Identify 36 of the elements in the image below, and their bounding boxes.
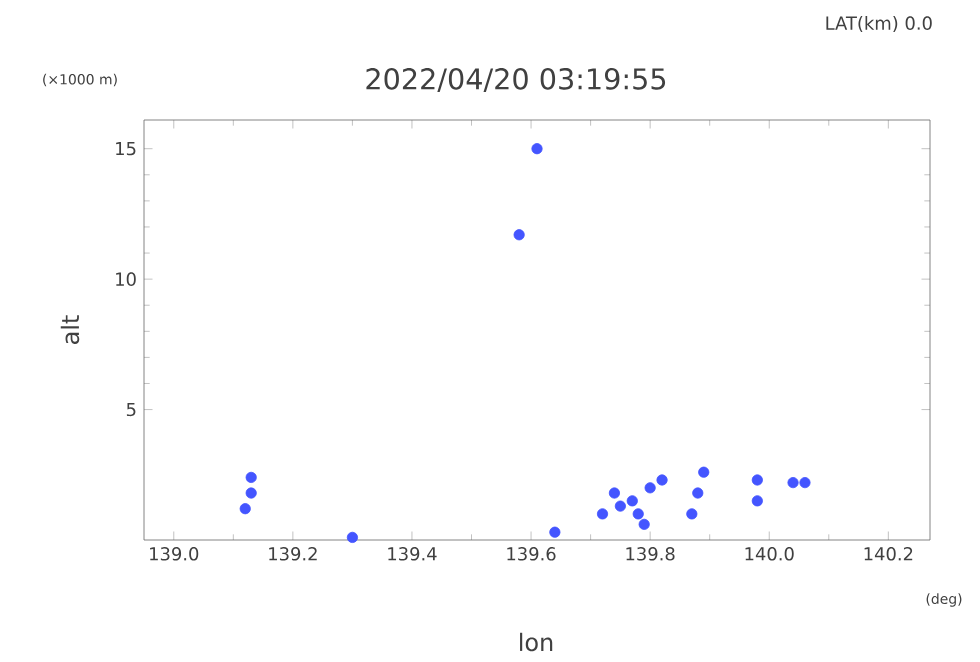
x-tick-label: 139.6 xyxy=(507,547,556,561)
y-tick-label: 5 xyxy=(126,402,136,417)
point xyxy=(751,474,763,486)
text: LAT(km) 0.0 xyxy=(826,16,932,32)
point xyxy=(608,487,620,499)
point xyxy=(751,495,763,507)
x-tick-label: 140.0 xyxy=(745,547,794,561)
point xyxy=(638,518,650,530)
point xyxy=(549,526,561,538)
point xyxy=(513,229,525,241)
point xyxy=(632,508,644,520)
point xyxy=(686,508,698,520)
y-tick-label: 10 xyxy=(116,272,136,286)
point xyxy=(692,487,704,499)
point xyxy=(346,531,358,543)
point xyxy=(656,474,668,486)
point xyxy=(787,477,799,489)
x-tick-label: 140.2 xyxy=(864,547,913,561)
point xyxy=(245,471,257,483)
x-axis-title: lon xyxy=(520,632,553,652)
point xyxy=(626,495,638,507)
x-tick-label: 139.0 xyxy=(150,547,199,561)
x-tick-label: 139.2 xyxy=(269,547,317,561)
point xyxy=(799,477,811,489)
y-axis-title: alt xyxy=(60,315,80,344)
point xyxy=(239,503,251,515)
point xyxy=(644,482,656,494)
y-tick-label: 15 xyxy=(116,142,136,156)
point xyxy=(596,508,609,520)
x-tick-label: 139.4 xyxy=(388,547,437,561)
point xyxy=(531,143,543,155)
point xyxy=(614,500,626,512)
chart-title: 2022/04/20 03:19:55 xyxy=(366,68,666,92)
point xyxy=(245,487,257,499)
x-tick-label: 139.8 xyxy=(626,547,675,561)
point xyxy=(698,466,710,478)
